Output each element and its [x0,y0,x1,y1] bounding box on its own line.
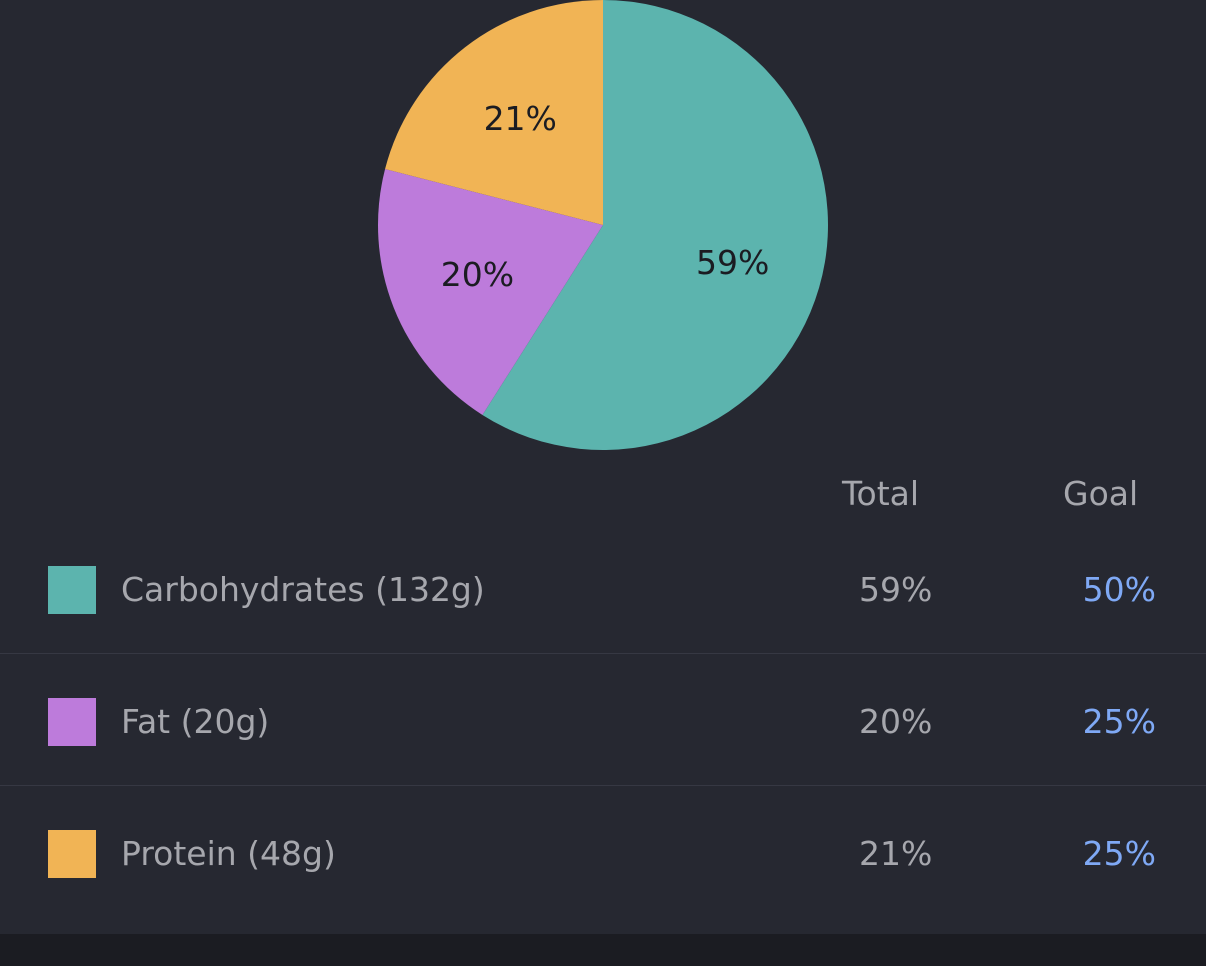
macro-goal-percent: 25% [1082,702,1156,741]
pie-slice-carbohydrates [482,0,828,450]
carbohydrates-color-swatch [48,566,96,614]
macro-total-percent: 59% [859,570,933,609]
macronutrient-pie-chart: 59% 20% 21% [377,0,828,450]
macro-row-fat[interactable]: Fat (20g) 20% 25% [0,654,1206,786]
goal-column-header: Goal [1063,474,1139,513]
macro-goal-percent: 50% [1082,570,1156,609]
fat-color-swatch [48,698,96,746]
macro-goal-percent: 25% [1082,834,1156,873]
macro-label: Carbohydrates (132g) [121,570,485,609]
macro-total-percent: 21% [859,834,933,873]
pie-label-carbohydrates: 59% [696,243,769,282]
pie-slice-protein [385,0,603,225]
total-column-header: Total [842,474,920,513]
pie-label-protein: 21% [484,99,557,138]
macro-label: Fat (20g) [121,702,270,741]
pie-slice-fat [377,169,603,415]
pie-label-fat: 20% [441,255,514,294]
macro-row-carbohydrates[interactable]: Carbohydrates (132g) 59% 50% [0,522,1206,654]
protein-color-swatch [48,830,96,878]
macro-row-protein[interactable]: Protein (48g) 21% 25% [0,786,1206,918]
macro-total-percent: 20% [859,702,933,741]
macro-label: Protein (48g) [121,834,336,873]
bottom-bar [0,934,1206,966]
